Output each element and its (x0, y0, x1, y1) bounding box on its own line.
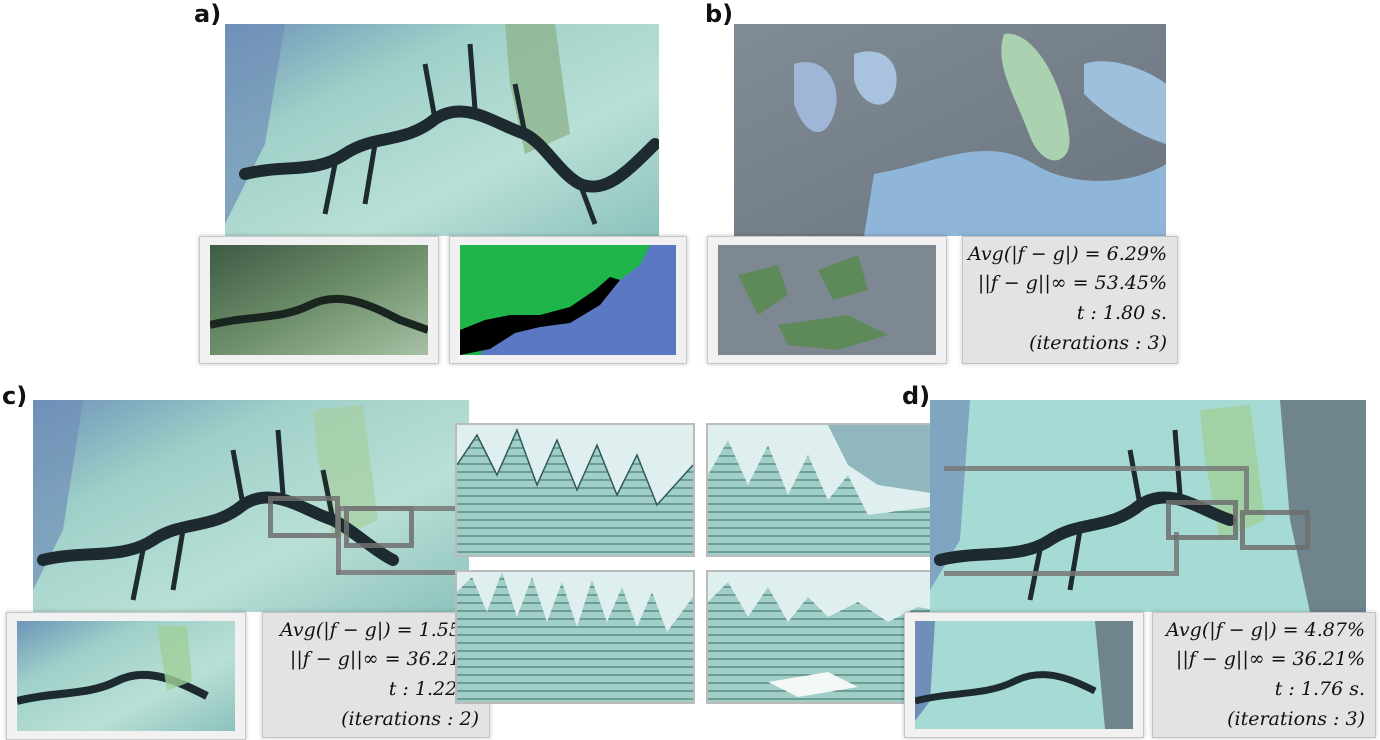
panel-d-stats-box: Avg(|f − g|) = 4.87% ||f − g||∞ = 36.21%… (1152, 612, 1376, 738)
panel-d-connector-line-2 (944, 571, 1174, 576)
panel-label-d: d) (902, 382, 931, 410)
panel-d-thumbnail-frame (904, 612, 1144, 738)
panel-d-connector-line-4 (1174, 532, 1179, 576)
panel-b-max-error: ||f − g||∞ = 53.45% (977, 272, 1167, 294)
panel-b-iterations: (iterations : 3) (1029, 332, 1167, 354)
panel-a-segmentation-map (460, 245, 676, 355)
panel-d-avg-error: Avg(|f − g|) = 4.87% (1165, 619, 1365, 641)
panel-label-a: a) (194, 0, 222, 28)
panel-c-stats-box: Avg(|f − g|) = 1.55% ||f − g||∞ = 36.21%… (262, 612, 490, 738)
panel-b-thumbnail-frame (707, 236, 947, 364)
panel-c-3d-render-top (455, 423, 695, 557)
panel-b-terrain-image (734, 24, 1166, 236)
panel-a-terrain-image (225, 24, 659, 236)
panel-b-stats-box: Avg(|f − g|) = 6.29% ||f − g||∞ = 53.45%… (962, 236, 1178, 364)
panel-b-avg-error: Avg(|f − g|) = 6.29% (967, 243, 1167, 265)
panel-b-thumbnail-image (718, 245, 936, 355)
panel-c-connector-line-1 (336, 506, 456, 511)
panel-c-3d-render-bottom (455, 570, 695, 704)
panel-d-iterations: (iterations : 3) (1227, 708, 1365, 730)
panel-a-thumbnail-frame (199, 236, 439, 364)
panel-d-max-error: ||f − g||∞ = 36.21% (1175, 648, 1365, 670)
panel-d-terrain-image (930, 400, 1366, 612)
panel-c-terrain-image (33, 400, 469, 612)
panel-b-time: t : 1.80 s. (1076, 302, 1167, 324)
panel-a-segmentation-frame (449, 236, 687, 364)
panel-c-thumbnail-image (17, 621, 235, 731)
panel-d-connector-line-3 (1244, 466, 1249, 510)
panel-c-highlight-region-2 (344, 506, 414, 548)
panel-label-b: b) (705, 0, 734, 28)
panel-d-highlight-region-2 (1240, 510, 1310, 550)
panel-a-thumbnail-image (210, 245, 428, 355)
panel-d-thumbnail-image (915, 621, 1133, 729)
panel-c-thumbnail-frame (6, 612, 246, 740)
panel-c-highlight-region-1 (268, 496, 340, 538)
panel-d-time: t : 1.76 s. (1274, 678, 1365, 700)
panel-d-3d-render-top (706, 423, 946, 557)
panel-c-avg-error: Avg(|f − g|) = 1.55% (279, 619, 479, 641)
panel-c-iterations: (iterations : 2) (341, 708, 479, 730)
panel-c-connector-line-2 (336, 570, 456, 575)
panel-label-c: c) (2, 382, 28, 410)
panel-d-connector-line-1 (944, 466, 1244, 471)
panel-c-max-error: ||f − g||∞ = 36.21% (289, 648, 479, 670)
panel-c-connector-line-3 (336, 506, 341, 575)
panel-d-highlight-region-1 (1166, 500, 1238, 540)
